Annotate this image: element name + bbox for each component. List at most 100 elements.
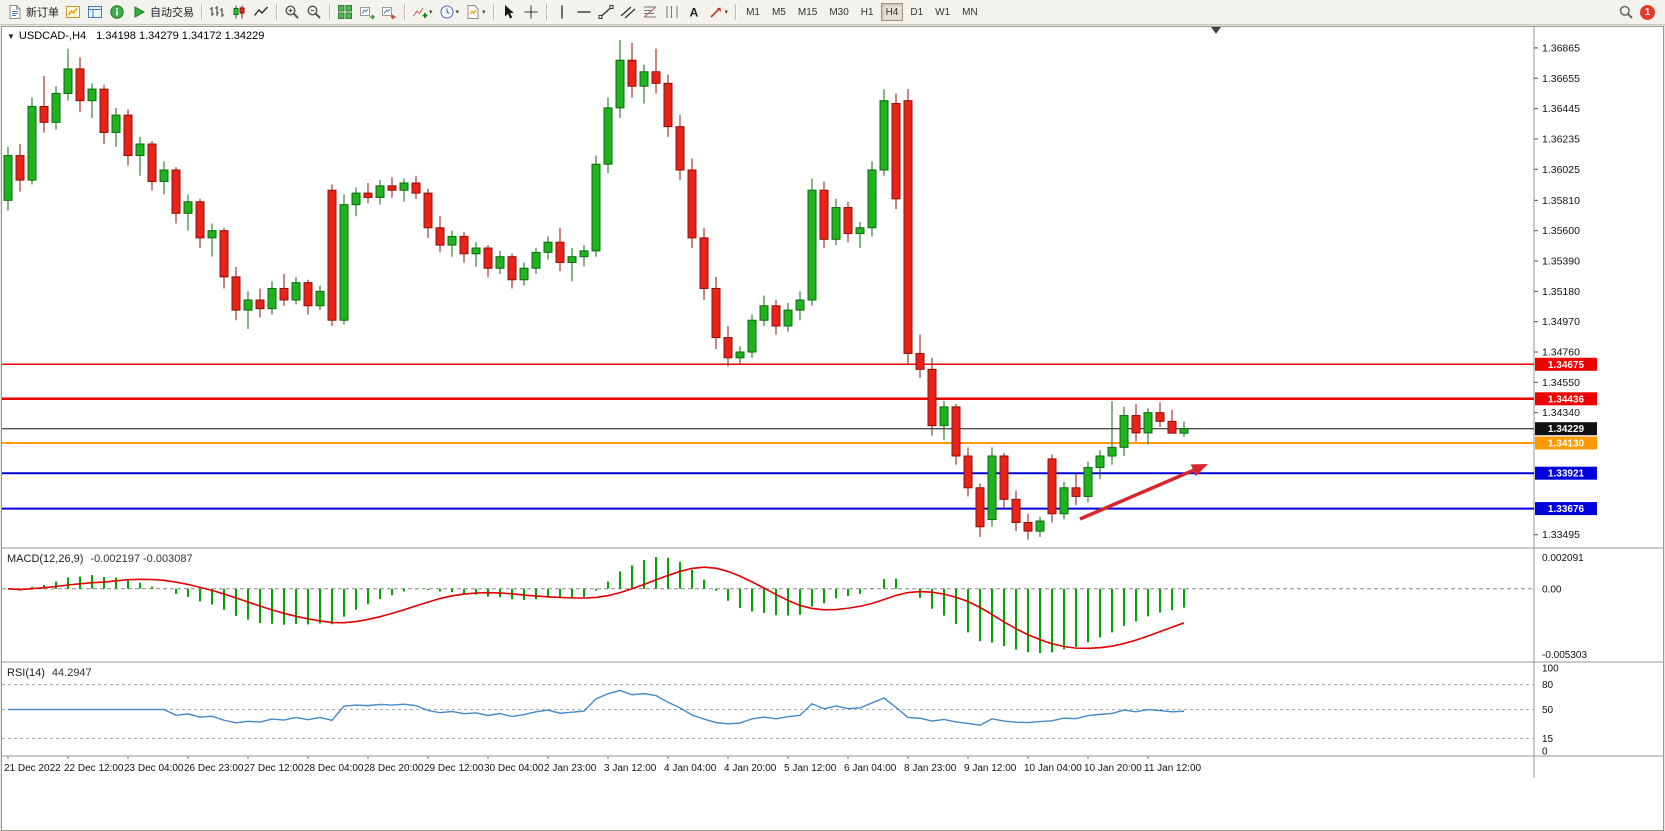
data-window-button[interactable] <box>107 2 127 22</box>
templates-button[interactable]: ▾ <box>463 2 488 22</box>
candle <box>963 455 973 489</box>
price-axis-tick: 1.36445 <box>1542 103 1580 115</box>
horizontal-line-icon <box>577 11 591 13</box>
candle <box>423 192 433 229</box>
horizontal-line-button[interactable] <box>574 2 594 22</box>
candle <box>675 126 685 171</box>
vertical-line-icon <box>560 5 563 19</box>
chart-shift-button[interactable] <box>379 2 399 22</box>
candle <box>39 105 49 123</box>
toolbar-separator <box>201 4 202 20</box>
price-tag <box>1535 357 1597 371</box>
candle <box>1059 487 1069 515</box>
timeframe-m1-button[interactable]: M1 <box>741 3 765 21</box>
candle <box>579 250 589 258</box>
candle <box>339 204 349 321</box>
candle <box>351 192 361 206</box>
candle <box>1071 487 1081 497</box>
zoom-out-button[interactable] <box>304 2 324 22</box>
candle <box>207 230 217 239</box>
auto-trading-button[interactable]: 自动交易 <box>129 2 196 22</box>
timeframe-m15-button[interactable]: M15 <box>793 3 822 21</box>
time-axis-label: 4 Jan 20:00 <box>724 763 777 774</box>
timeframe-m30-button[interactable]: M30 <box>824 3 853 21</box>
candle <box>375 185 385 198</box>
candle <box>1179 428 1189 434</box>
auto-scroll-button[interactable] <box>357 2 377 22</box>
market-watch-button[interactable] <box>85 2 105 22</box>
cycle-lines-button[interactable] <box>662 2 682 22</box>
collapse-arrow-icon[interactable]: ▼ <box>7 32 15 41</box>
chart-canvas[interactable]: 1.36865 1.36655 1.36445 1.36235 1.36025 1.358… <box>2 27 1663 778</box>
tile-windows-icon <box>338 5 352 19</box>
timeframe-h1-button[interactable]: H1 <box>856 3 879 21</box>
info-icon <box>110 5 124 19</box>
candlestick-chart-button[interactable] <box>229 2 249 22</box>
rsi-value: 44.2947 <box>51 667 92 679</box>
indicators-button[interactable]: ▾ <box>410 2 435 22</box>
candle <box>1119 415 1129 448</box>
channel-button[interactable] <box>618 2 638 22</box>
trendline-button[interactable] <box>596 2 616 22</box>
candle <box>507 256 517 281</box>
candle <box>159 169 169 183</box>
clock-icon <box>440 5 454 19</box>
fibonacci-icon <box>643 6 656 18</box>
price-axis-tick: 1.34550 <box>1542 377 1580 389</box>
time-axis-label: 2 Jan 23:00 <box>544 763 597 774</box>
macd-name: MACD(12,26,9) <box>7 553 84 565</box>
price-axis-tick: 1.34970 <box>1542 316 1580 328</box>
periods-button[interactable]: ▾ <box>437 2 462 22</box>
candle <box>879 100 889 171</box>
candle <box>987 455 997 521</box>
candle <box>123 114 133 157</box>
zoom-in-button[interactable] <box>282 2 302 22</box>
vertical-line-button[interactable] <box>552 2 572 22</box>
candle <box>591 163 601 252</box>
candle <box>519 267 529 281</box>
timeframe-d1-button[interactable]: D1 <box>905 3 928 21</box>
text-button[interactable]: A <box>684 2 704 22</box>
candle <box>723 337 733 359</box>
zoom-in-icon <box>285 5 299 19</box>
search-icon <box>1619 5 1633 19</box>
candle <box>939 406 949 427</box>
chart-shift-marker[interactable] <box>1211 27 1221 34</box>
crosshair-icon <box>524 5 538 19</box>
candle <box>1155 412 1165 422</box>
candle <box>639 71 649 87</box>
cycle-lines-icon <box>666 6 678 18</box>
candle <box>1011 498 1021 523</box>
crosshair-button[interactable] <box>521 2 541 22</box>
candle <box>735 351 745 359</box>
line-chart-button[interactable] <box>251 2 271 22</box>
new-order-button[interactable]: 新订单 <box>5 2 61 22</box>
price-axis-tick: 1.33495 <box>1542 529 1580 541</box>
price-axis-tick: 1.34340 <box>1542 407 1580 419</box>
time-axis-label: 3 Jan 12:00 <box>604 763 657 774</box>
search-button[interactable] <box>1616 2 1636 22</box>
bar-chart-button[interactable] <box>207 2 227 22</box>
candle <box>951 406 961 457</box>
trendline-icon <box>598 5 614 19</box>
candle <box>291 282 301 301</box>
time-axis-label: 26 Dec 23:00 <box>184 763 244 774</box>
fibonacci-button[interactable] <box>640 2 660 22</box>
timeframe-w1-button[interactable]: W1 <box>930 3 955 21</box>
candle <box>771 305 781 327</box>
candle <box>459 235 469 255</box>
candle <box>543 241 553 253</box>
time-axis-label: 28 Dec 04:00 <box>304 763 364 774</box>
cursor-button[interactable] <box>499 2 519 22</box>
new-chart-button[interactable] <box>63 2 83 22</box>
notification-badge[interactable]: 1 <box>1640 4 1655 20</box>
candle <box>795 299 805 311</box>
candle <box>219 230 229 278</box>
timeframe-mn-button[interactable]: MN <box>957 3 983 21</box>
annotation-arrow[interactable] <box>1079 468 1194 521</box>
arrows-tool-button[interactable]: ▾ <box>706 2 731 22</box>
timeframe-m5-button[interactable]: M5 <box>767 3 791 21</box>
timeframe-h4-button[interactable]: H4 <box>880 3 904 21</box>
tile-windows-button[interactable] <box>335 2 355 22</box>
new-order-label: 新订单 <box>26 7 59 19</box>
